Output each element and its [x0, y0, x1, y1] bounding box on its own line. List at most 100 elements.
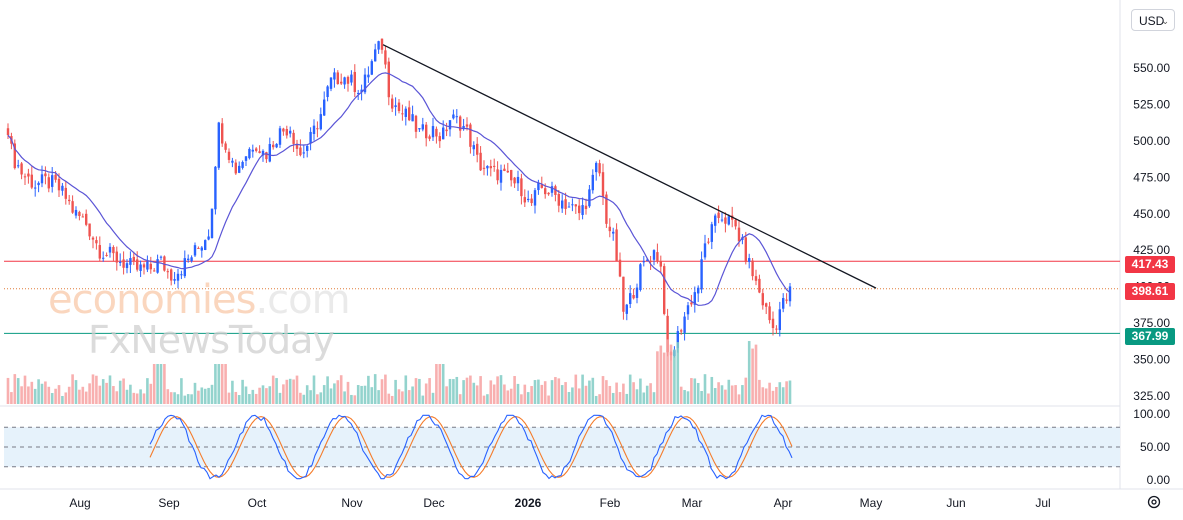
volume-bar [370, 387, 374, 404]
volume-bar [125, 389, 129, 404]
candle-body [710, 224, 713, 242]
volume-bar [367, 375, 370, 404]
volume-bar [635, 389, 639, 404]
volume-bar [234, 391, 238, 404]
volume-bar [112, 386, 115, 404]
volume-bar [751, 348, 754, 404]
candle-body [149, 263, 152, 270]
volume-bar [669, 344, 673, 404]
volume-bar [207, 387, 210, 404]
candle-body [57, 178, 61, 191]
candle-body [697, 287, 700, 294]
candle-body [102, 257, 105, 259]
candle-body [91, 237, 95, 240]
candle-body [666, 315, 669, 353]
candle-body [615, 229, 618, 262]
price-axis-label: 425.00 [1133, 243, 1170, 257]
candle-body [68, 199, 71, 202]
volume-bar [469, 375, 472, 404]
stochastic-band [4, 427, 1120, 467]
volume-bar [360, 385, 363, 404]
volume-bar [108, 375, 112, 404]
volume-bar [312, 375, 316, 404]
candle-body [584, 205, 588, 210]
volume-bar [645, 385, 649, 404]
candle-body [47, 177, 50, 189]
candle-body [146, 261, 149, 270]
volume-bar [693, 378, 697, 404]
candle-body [340, 81, 343, 84]
volume-bar [618, 392, 622, 404]
candle-body [197, 247, 200, 249]
candle-body [540, 184, 543, 188]
candle-body [445, 129, 448, 132]
candle-body [173, 279, 176, 281]
volume-bar [761, 387, 765, 404]
candle-body [302, 152, 305, 154]
volume-bar [598, 394, 601, 404]
candle-body [74, 209, 78, 216]
gear-icon[interactable] [1146, 494, 1162, 510]
candle-body [6, 128, 10, 136]
chevron-down-icon: ⌄ [1161, 16, 1169, 26]
volume-bar [186, 394, 190, 404]
candle-body [326, 86, 329, 98]
candle-body [680, 330, 683, 332]
volume-bar [567, 392, 571, 404]
candle-body [61, 185, 64, 191]
volume-bar [350, 394, 353, 404]
candle-body [571, 204, 574, 206]
candle-body [238, 165, 241, 173]
volume-bar [305, 385, 309, 404]
candle-body [544, 188, 547, 195]
volume-bar [537, 379, 540, 404]
volume-bar [132, 392, 136, 404]
volume-bar [486, 394, 489, 404]
volume-bar [530, 386, 533, 404]
candle-body [465, 124, 469, 127]
candle-body [516, 176, 520, 184]
volume-bar [268, 386, 272, 404]
volume-bar [84, 391, 88, 404]
volume-bar [588, 380, 591, 404]
stochastic-axis-label: 0.00 [1147, 473, 1171, 487]
candle-body [629, 293, 632, 305]
volume-bar [730, 385, 734, 404]
volume-bar [421, 395, 425, 404]
volume-bar [775, 386, 778, 404]
candle-body [428, 136, 431, 139]
volume-bar [622, 383, 625, 404]
candle-body [268, 144, 271, 162]
stochastic-axis-label: 100.00 [1133, 407, 1170, 421]
candle-body [275, 143, 278, 148]
candle-body [771, 318, 775, 329]
candle-body [272, 144, 275, 148]
volume-bar [40, 383, 44, 404]
candle-body [234, 162, 237, 174]
volume-bar [98, 385, 102, 404]
currency-selector[interactable]: USD ⌄ [1131, 9, 1175, 31]
candle-body [765, 303, 768, 307]
time-axis-label: Mar [682, 496, 703, 510]
volume-bar [356, 385, 360, 404]
candle-body [343, 77, 346, 85]
volume-bar [193, 382, 197, 404]
time-axis-label: Sep [158, 496, 180, 510]
volume-bar [639, 378, 642, 404]
volume-bar [605, 380, 608, 404]
volume-bar [13, 374, 17, 404]
candle-body [561, 200, 564, 209]
volume-bar [679, 386, 683, 404]
volume-bar [336, 380, 340, 404]
volume-bar [50, 393, 54, 404]
candle-body [598, 163, 601, 174]
watermark-economies: economies.com [48, 277, 351, 323]
volume-bar [265, 388, 268, 404]
candle-body [319, 114, 322, 130]
candle-body [632, 295, 635, 299]
candle-body [717, 212, 720, 219]
volume-bar [27, 386, 30, 404]
volume-bar [384, 374, 387, 404]
candle-body [129, 258, 132, 265]
